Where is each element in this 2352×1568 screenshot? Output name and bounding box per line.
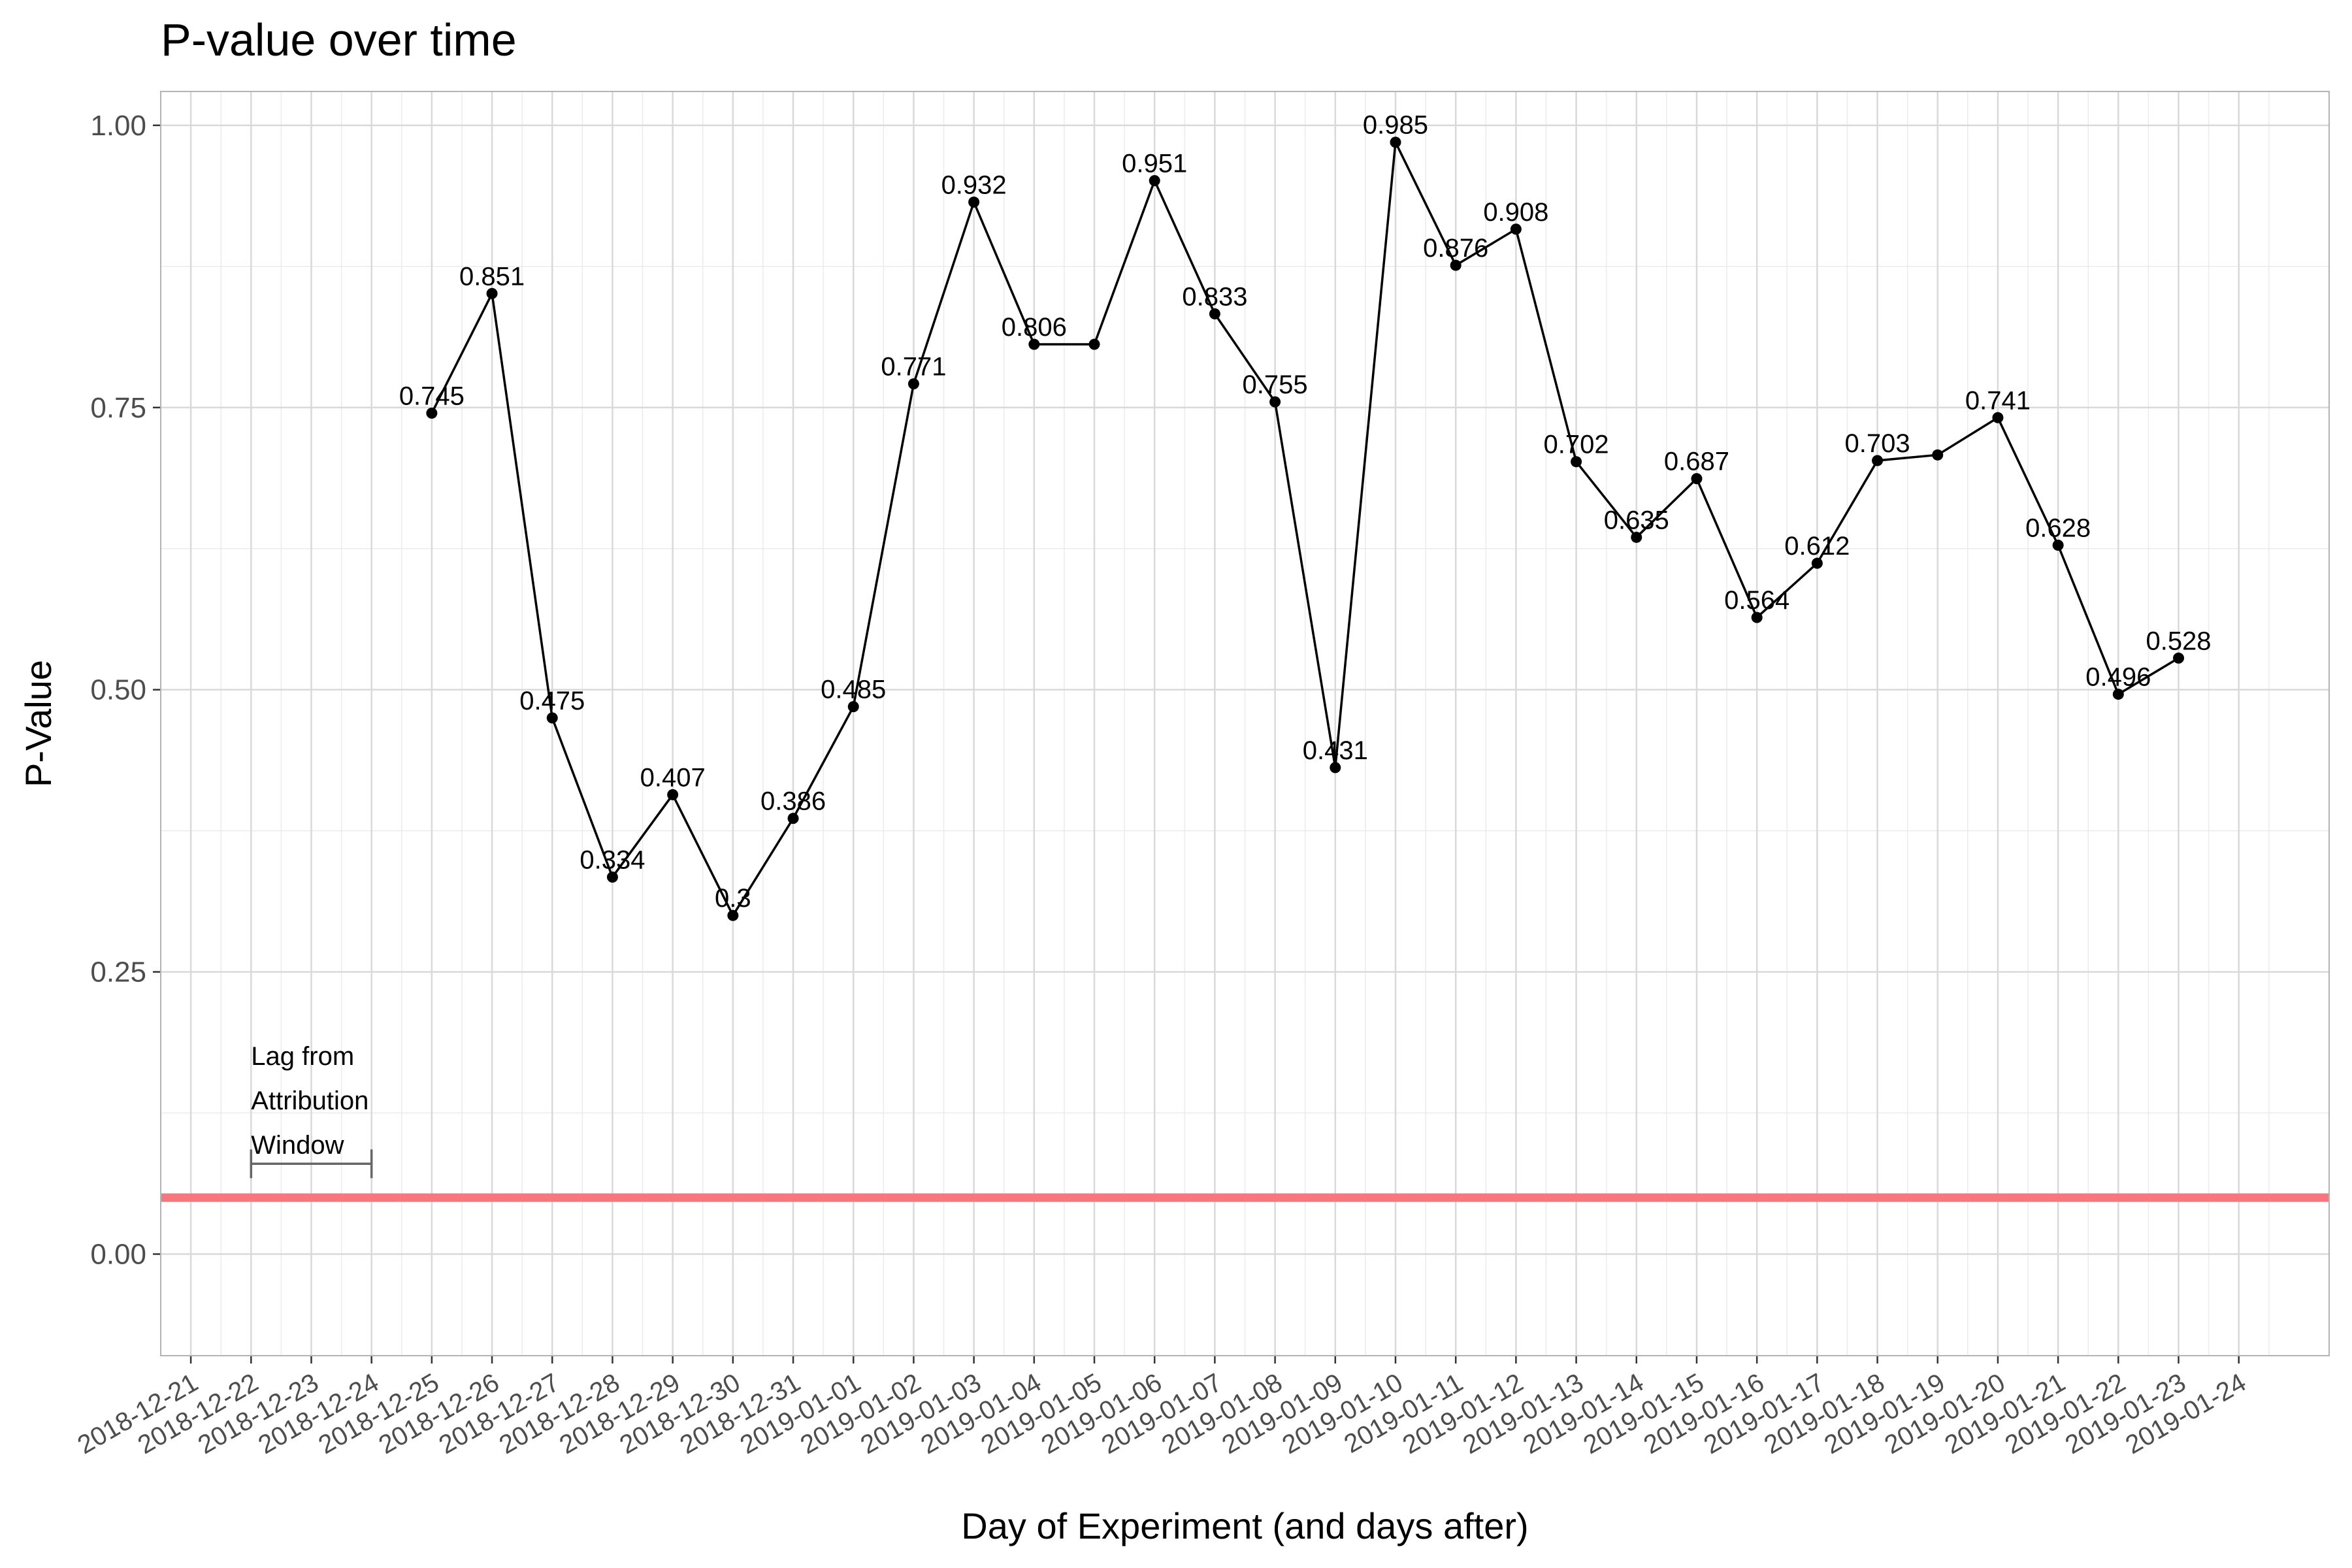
data-label: 0.851 — [459, 262, 525, 291]
data-point — [1088, 338, 1100, 350]
data-point — [1691, 473, 1703, 485]
data-label: 0.985 — [1363, 111, 1428, 140]
series-layer — [426, 137, 2185, 921]
data-label: 0.755 — [1243, 370, 1308, 399]
y-tick-label: 1.00 — [90, 110, 146, 142]
annotation-text: Window — [251, 1131, 344, 1160]
data-label: 0.475 — [519, 687, 585, 715]
data-label: 0.687 — [1664, 448, 1729, 476]
data-label: 0.745 — [399, 382, 465, 410]
series-line — [431, 138, 2180, 918]
data-label: 0.908 — [1483, 198, 1548, 227]
data-point — [606, 871, 618, 883]
data-label: 0.334 — [580, 845, 645, 874]
data-point — [1149, 174, 1160, 186]
annotation-layer: Lag from Attribution Window — [250, 1042, 373, 1179]
data-label: 0.932 — [941, 171, 1007, 199]
data-point — [847, 701, 859, 713]
data-point — [1631, 531, 1642, 543]
data-point — [546, 712, 558, 724]
x-axis-title: Day of Experiment (and days after) — [961, 1505, 1528, 1546]
data-label: 0.771 — [881, 352, 946, 381]
chart-title: P-value over time — [161, 14, 517, 65]
data-label: 0.703 — [1844, 429, 1910, 458]
data-point — [1510, 223, 1522, 235]
data-point — [1269, 396, 1281, 408]
data-label: 0.635 — [1604, 506, 1669, 534]
data-label: 0.3 — [715, 884, 751, 913]
data-label: 0.528 — [2146, 627, 2211, 655]
y-tick-label: 0.75 — [90, 392, 146, 424]
data-point — [2112, 689, 2124, 700]
data-point — [1390, 137, 1401, 148]
data-point — [1751, 612, 1763, 623]
data-label: 0.407 — [640, 763, 706, 792]
data-label: 0.741 — [1965, 386, 2031, 415]
data-label: 0.496 — [2085, 663, 2151, 692]
x-axis: 2018-12-212018-12-222018-12-232018-12-24… — [73, 1356, 2251, 1460]
data-point — [1571, 456, 1582, 468]
panel-border — [160, 91, 2330, 1356]
data-point — [2173, 652, 2185, 664]
data-label: 0.628 — [2025, 514, 2091, 543]
data-point — [907, 378, 919, 389]
data-label: 0.612 — [1784, 532, 1850, 561]
data-point — [1932, 449, 1944, 461]
data-point — [426, 407, 438, 419]
data-point — [1209, 308, 1220, 319]
data-point — [968, 196, 980, 208]
y-tick-label: 0.25 — [90, 956, 146, 988]
data-label: 0.431 — [1303, 736, 1368, 765]
data-point — [1872, 455, 1884, 466]
data-point — [1992, 412, 2004, 423]
data-point — [1330, 762, 1341, 774]
data-label: 0.833 — [1182, 282, 1247, 311]
data-label-layer: 0.745 0.851 0.475 0.334 0.407 0.3 0.386 0.485 0.… — [399, 111, 2212, 913]
annotation-text: Lag from — [251, 1042, 354, 1071]
data-label: 0.564 — [1724, 586, 1789, 615]
y-tick-label: 0.00 — [90, 1239, 146, 1271]
annotation-text: Attribution — [251, 1086, 368, 1115]
data-label: 0.485 — [821, 676, 886, 704]
data-label: 0.876 — [1423, 234, 1488, 263]
y-tick-label: 0.50 — [90, 674, 146, 706]
data-point — [667, 789, 679, 800]
data-point — [486, 287, 498, 299]
data-point — [787, 813, 799, 825]
data-label: 0.951 — [1122, 149, 1187, 178]
data-point — [1450, 259, 1462, 271]
y-axis-title: P-Value — [18, 660, 59, 787]
y-axis: 0.00 0.25 0.50 0.75 1.00 — [90, 110, 161, 1271]
data-label: 0.806 — [1002, 313, 1067, 342]
data-point — [1028, 338, 1040, 350]
data-label: 0.702 — [1544, 431, 1609, 459]
data-point — [727, 909, 739, 921]
data-point — [1811, 557, 1823, 569]
data-label: 0.386 — [760, 787, 826, 816]
grid — [161, 91, 2329, 1356]
data-point — [2052, 540, 2064, 551]
